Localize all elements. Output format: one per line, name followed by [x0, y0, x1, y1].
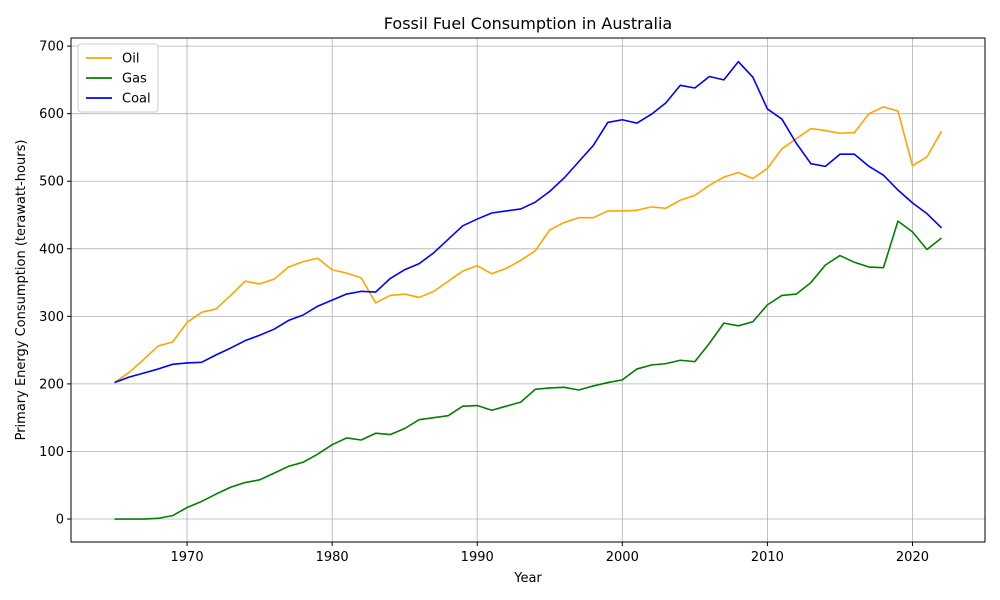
plot-frame — [70, 37, 986, 543]
legend-box — [77, 43, 159, 113]
legend: Oil Gas Coal — [77, 43, 159, 113]
legend-label-oil: Oil — [122, 52, 139, 67]
legend-label-gas: Gas — [122, 72, 147, 87]
y-tick-label: 500 — [39, 175, 64, 190]
x-tick-label: 2010 — [751, 550, 784, 565]
y-tick-label: 0 — [56, 513, 64, 528]
chart-title: Fossil Fuel Consumption in Australia — [384, 14, 672, 33]
y-tick-label: 300 — [39, 310, 64, 325]
y-tick-label: 600 — [39, 107, 64, 122]
x-tick-label: 1970 — [171, 550, 204, 565]
x-tick-label: 1990 — [461, 550, 494, 565]
series-line-gas — [114, 220, 942, 520]
series-line-oil — [114, 106, 943, 384]
x-tick-label: 1980 — [316, 550, 349, 565]
x-tick-label: 2020 — [896, 550, 929, 565]
series-lines — [114, 60, 943, 520]
x-tick-label: 2000 — [606, 550, 639, 565]
y-tick-label: 400 — [39, 242, 64, 257]
y-tick-label: 700 — [39, 40, 64, 55]
series-line-coal — [114, 60, 943, 384]
x-axis-title: Year — [513, 571, 542, 586]
legend-label-coal: Coal — [122, 92, 151, 107]
axis-ticks: 1970 1980 1990 2000 2010 2020 0 100 200 300 400 500… — [39, 40, 929, 565]
y-tick-label: 200 — [39, 377, 64, 392]
grid — [71, 38, 985, 542]
y-tick-label: 100 — [39, 445, 64, 460]
y-axis-title: Primary Energy Consumption (terawatt-hou… — [14, 140, 29, 441]
